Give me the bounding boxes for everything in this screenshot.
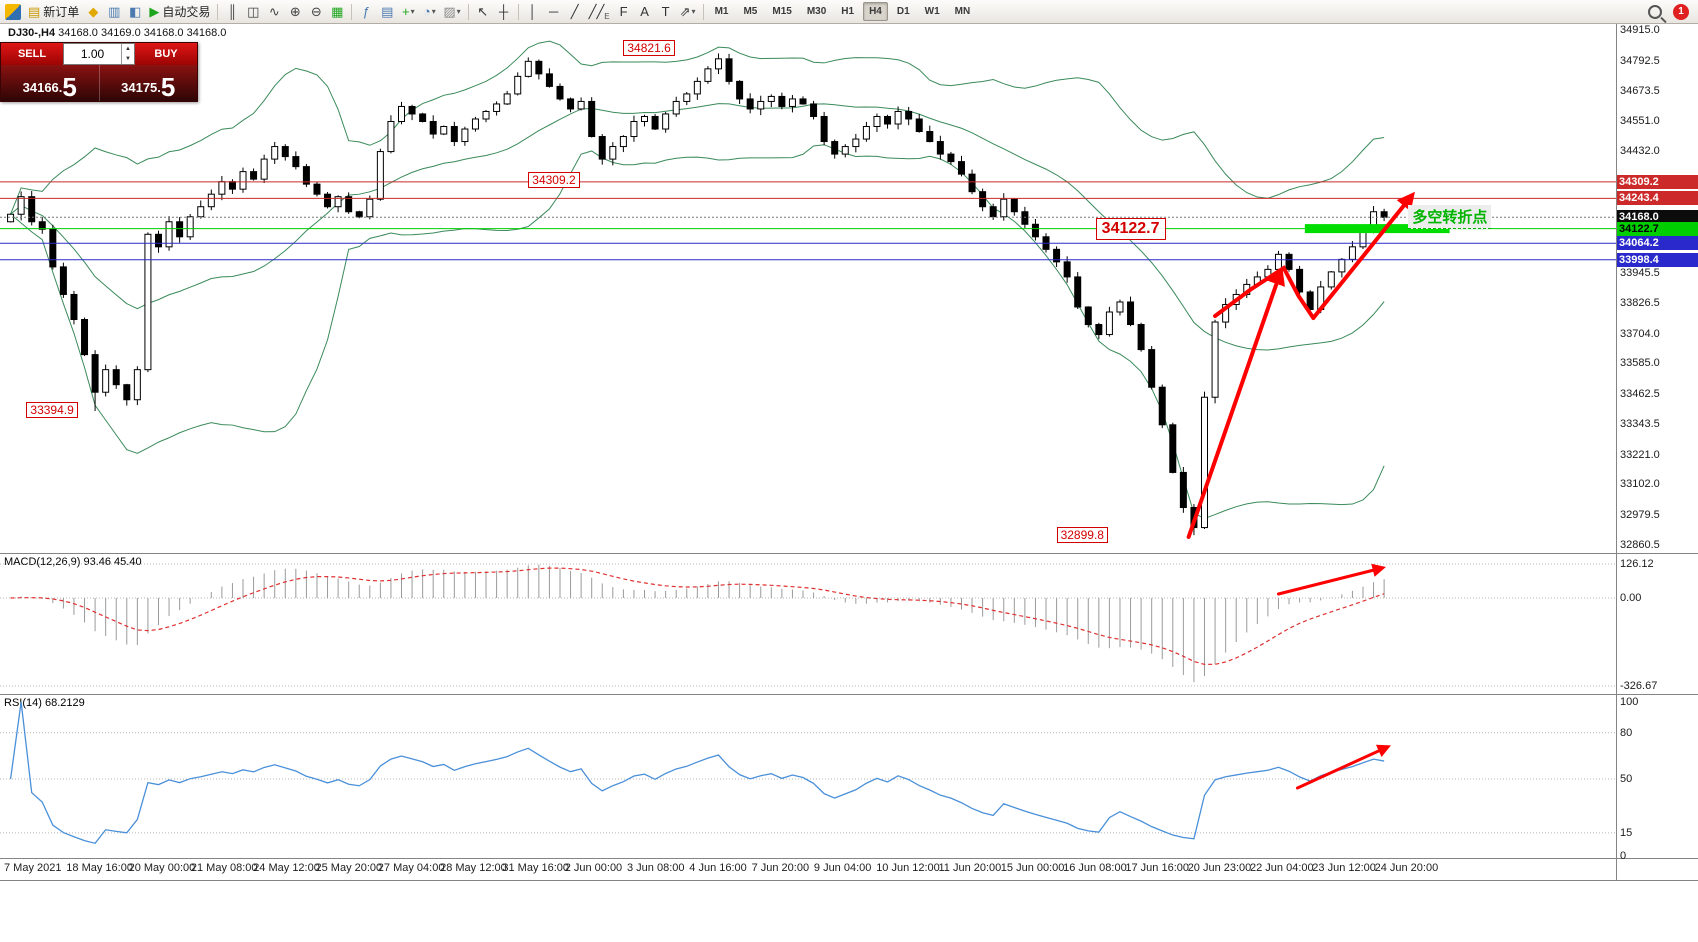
panel-separator bbox=[0, 858, 1698, 859]
volume-input[interactable] bbox=[64, 44, 121, 64]
data-window-icon: ◧ bbox=[129, 4, 142, 19]
line-chart-icon: ∿ bbox=[268, 4, 280, 19]
panel-separator bbox=[0, 880, 1698, 881]
data-window-icon[interactable]: ◧ bbox=[125, 2, 145, 22]
text-icon: A bbox=[640, 4, 649, 19]
templates-button: ▨ bbox=[443, 4, 456, 19]
cursor-icon: ↖ bbox=[477, 4, 489, 19]
templates-button[interactable]: ▨ ▾ bbox=[443, 4, 461, 19]
cursor-icon[interactable]: ↖ bbox=[473, 2, 493, 22]
periods-button[interactable]: ◔ ▾ bbox=[422, 4, 436, 19]
timeframe-h1[interactable]: H1 bbox=[841, 6, 855, 17]
one-click-trade-panel: SELL ▲ ▼ BUY 34166. 5 34175. 5 bbox=[0, 42, 198, 102]
channel-icon: ╱╱ bbox=[588, 4, 605, 19]
timeframe-mn[interactable]: MN bbox=[954, 6, 971, 17]
vertical-line-icon[interactable]: │ bbox=[523, 2, 543, 22]
toolbar-separator bbox=[517, 3, 519, 20]
new-order-button[interactable]: ▤ 新订单 bbox=[25, 2, 82, 22]
sell-price[interactable]: 34166. 5 bbox=[1, 65, 100, 101]
timeframe-w1[interactable]: W1 bbox=[924, 6, 940, 17]
new-order-button-label: 新订单 bbox=[43, 5, 80, 19]
autotrading-button[interactable]: ▶ 自动交易 bbox=[146, 2, 213, 22]
chart-list-icon: ▥ bbox=[108, 4, 121, 19]
main-toolbar: ▤ 新订单 ◆ ▥ ◧ ▶ 自动交易 ║ ◫ ∿ ⊕ ⊖ ▦ ƒ ▤ + ▾ ◔ ▾ ▨ ▾ ↖ ┼ │ ─ ╱ ╱╱ E F A T ⇗ ▾ M… bbox=[0, 0, 1698, 24]
toolbar-separator bbox=[467, 3, 469, 20]
timeframe-d1[interactable]: D1 bbox=[896, 6, 910, 17]
bar-chart-icon: ║ bbox=[227, 4, 237, 19]
fibonacci-icon: F bbox=[619, 4, 628, 19]
market-depth-icon[interactable]: ◆ bbox=[83, 2, 103, 22]
chart-list-icon[interactable]: ▥ bbox=[104, 2, 124, 22]
macd-panel[interactable] bbox=[0, 553, 1616, 694]
trendline-icon: ╱ bbox=[570, 4, 579, 19]
profiles-icon[interactable]: ▤ bbox=[377, 2, 397, 22]
search-icon[interactable] bbox=[1648, 4, 1662, 19]
text-icon[interactable]: A bbox=[635, 2, 655, 22]
autotrading-button: ▶ bbox=[149, 4, 160, 19]
timeframe-m15[interactable]: M15 bbox=[772, 6, 792, 17]
text-label-icon: T bbox=[661, 4, 670, 19]
candlestick-chart-icon: ◫ bbox=[247, 4, 260, 19]
main-chart-panel[interactable] bbox=[0, 24, 1616, 553]
sell-button[interactable]: SELL bbox=[1, 43, 63, 65]
bar-chart-icon[interactable]: ║ bbox=[222, 2, 242, 22]
buy-button[interactable]: BUY bbox=[135, 43, 197, 65]
arrows-tool-icon: ⇗ bbox=[679, 4, 691, 19]
symbol-ohlc: 34168.0 34169.0 34168.0 34168.0 bbox=[58, 27, 227, 39]
timeframe-m1[interactable]: M1 bbox=[714, 6, 729, 17]
fibonacci-icon[interactable]: F bbox=[614, 2, 634, 22]
timeframe-m30[interactable]: M30 bbox=[806, 6, 827, 17]
macd-label: MACD(12,26,9) 93.46 45.40 bbox=[4, 556, 142, 568]
crosshair-icon: ┼ bbox=[499, 4, 509, 19]
rsi-panel[interactable] bbox=[0, 694, 1616, 858]
zoom-in-icon[interactable]: ⊕ bbox=[285, 2, 305, 22]
zoom-in-icon: ⊕ bbox=[289, 4, 301, 19]
autotrading-button-label: 自动交易 bbox=[162, 5, 211, 19]
symbol-name: DJ30-,H4 bbox=[8, 27, 56, 39]
market-depth-icon: ◆ bbox=[88, 4, 99, 19]
buy-price[interactable]: 34175. 5 bbox=[121, 71, 176, 102]
time-axis[interactable] bbox=[0, 858, 1616, 880]
timeframe-m5[interactable]: M5 bbox=[743, 6, 758, 17]
periods-button: ◔ bbox=[422, 4, 431, 19]
volume-down-button[interactable]: ▼ bbox=[125, 56, 131, 62]
toolbar-separator bbox=[702, 3, 704, 20]
new-order-button: ▤ bbox=[28, 4, 41, 19]
price-axis[interactable] bbox=[1616, 24, 1698, 880]
horizontal-line-icon: ─ bbox=[549, 4, 559, 19]
indicators-icon: ƒ bbox=[362, 4, 370, 19]
toolbar-separator bbox=[351, 3, 353, 20]
panel-separator[interactable] bbox=[0, 694, 1698, 695]
tile-windows-icon[interactable]: ▦ bbox=[327, 2, 347, 22]
arrows-tool-icon[interactable]: ⇗ ▾ bbox=[679, 4, 696, 19]
notification-badge[interactable]: 1 bbox=[1673, 3, 1689, 20]
crosshair-icon[interactable]: ┼ bbox=[494, 2, 514, 22]
volume-up-button[interactable]: ▲ bbox=[125, 46, 131, 52]
profiles-icon: ▤ bbox=[381, 4, 394, 19]
timeframe-h4[interactable]: H4 bbox=[863, 2, 888, 21]
symbol-info: DJ30-,H4 34168.0 34169.0 34168.0 34168.0 bbox=[8, 27, 226, 39]
indicators-icon[interactable]: ƒ bbox=[356, 2, 376, 22]
add-indicator-button[interactable]: + ▾ bbox=[402, 4, 415, 19]
mt-logo-icon bbox=[5, 3, 21, 20]
channel-icon[interactable]: ╱╱ E bbox=[588, 4, 610, 21]
pivot-annotation: 多空转折点 bbox=[1408, 205, 1492, 229]
candlestick-chart-icon[interactable]: ◫ bbox=[243, 2, 263, 22]
add-indicator-button: + bbox=[402, 4, 410, 19]
trendline-icon[interactable]: ╱ bbox=[565, 2, 585, 22]
text-label-icon[interactable]: T bbox=[656, 2, 676, 22]
line-chart-icon[interactable]: ∿ bbox=[264, 2, 284, 22]
toolbar-separator bbox=[217, 3, 219, 20]
panel-separator[interactable] bbox=[0, 553, 1698, 554]
zoom-out-icon: ⊖ bbox=[310, 4, 322, 19]
tile-windows-icon: ▦ bbox=[331, 4, 344, 19]
horizontal-line-icon[interactable]: ─ bbox=[544, 2, 564, 22]
vertical-line-icon: │ bbox=[528, 4, 537, 19]
zoom-out-icon[interactable]: ⊖ bbox=[306, 2, 326, 22]
